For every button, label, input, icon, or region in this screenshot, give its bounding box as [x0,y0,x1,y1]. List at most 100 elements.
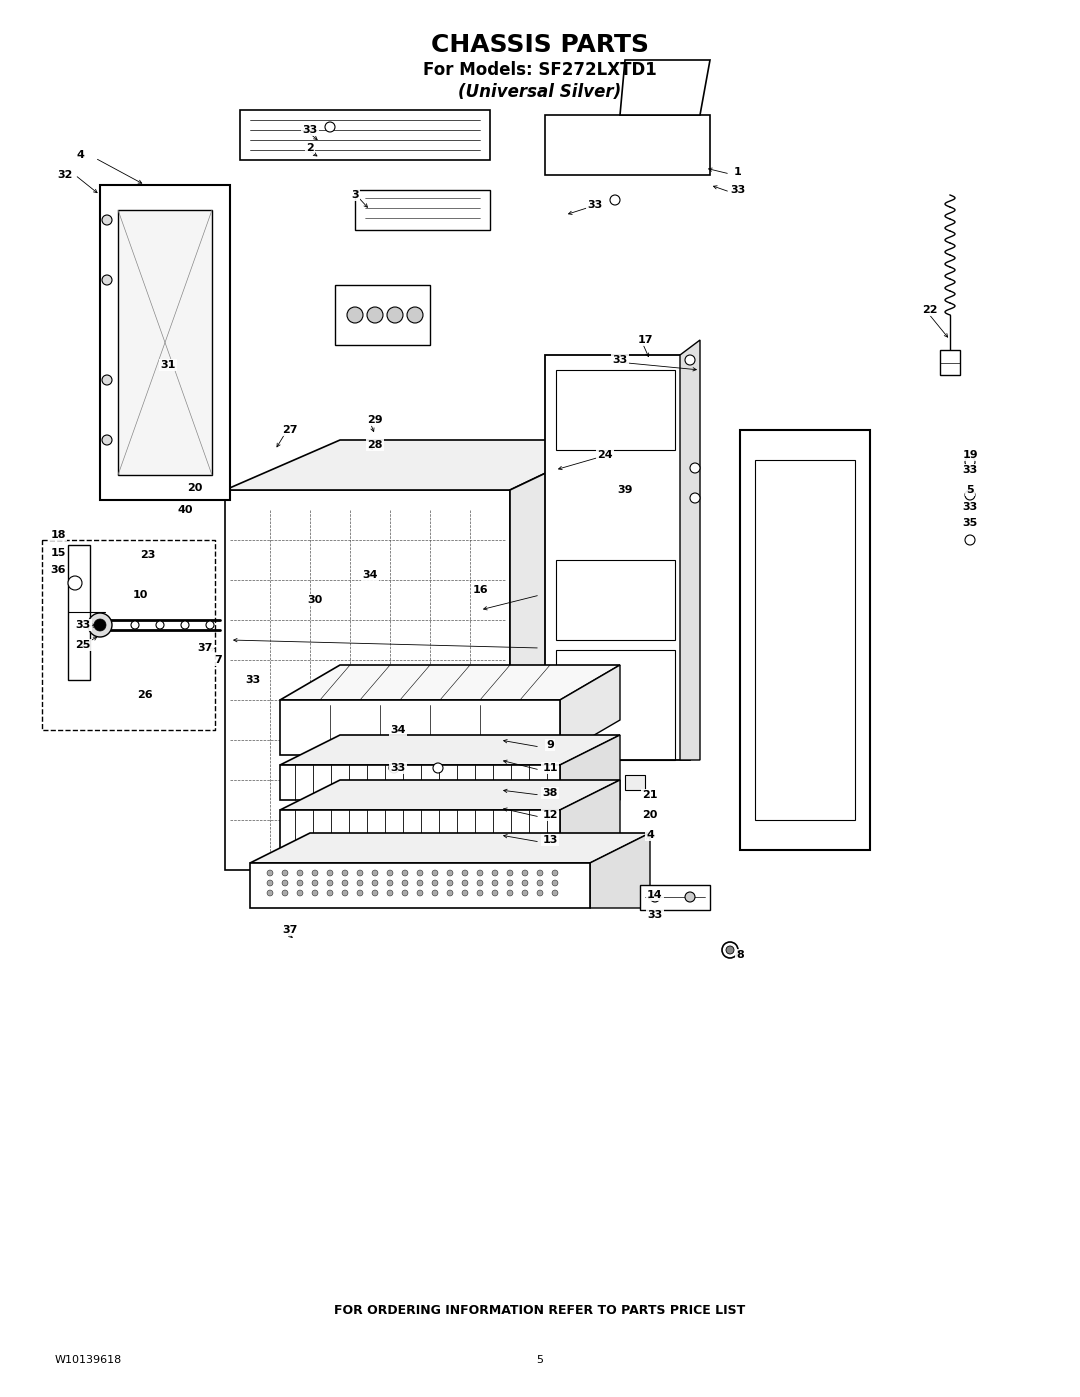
Text: 13: 13 [542,835,557,845]
Text: 28: 28 [367,440,382,450]
Text: 36: 36 [51,564,66,576]
Circle shape [433,763,443,773]
Circle shape [492,870,498,876]
Polygon shape [940,351,960,374]
Circle shape [267,870,273,876]
Circle shape [417,880,423,886]
Text: 20: 20 [643,810,658,820]
Polygon shape [280,700,561,754]
Circle shape [407,307,423,323]
Text: (Universal Silver): (Universal Silver) [458,82,622,101]
Circle shape [492,880,498,886]
Text: 34: 34 [362,570,378,580]
Circle shape [372,870,378,876]
Text: 30: 30 [308,595,323,605]
Circle shape [297,890,303,895]
Text: 34: 34 [390,725,406,735]
Text: 15: 15 [51,548,66,557]
Circle shape [462,870,468,876]
Polygon shape [545,115,710,175]
Polygon shape [561,780,620,848]
Circle shape [282,870,288,876]
Circle shape [387,870,393,876]
Circle shape [492,890,498,895]
Polygon shape [68,545,90,680]
Text: CHASSIS PARTS: CHASSIS PARTS [431,34,649,57]
Polygon shape [249,833,650,863]
Circle shape [297,870,303,876]
Circle shape [477,870,483,876]
Circle shape [312,890,318,895]
Circle shape [312,880,318,886]
Circle shape [131,622,139,629]
Text: 26: 26 [137,690,152,700]
Circle shape [68,576,82,590]
Circle shape [367,307,383,323]
Text: 17: 17 [637,335,652,345]
Text: 29: 29 [367,415,382,425]
Text: 5: 5 [967,485,974,495]
Text: 20: 20 [187,483,203,493]
Circle shape [282,890,288,895]
Circle shape [417,890,423,895]
Text: 39: 39 [618,485,633,495]
Circle shape [342,870,348,876]
Circle shape [685,355,696,365]
Circle shape [387,890,393,895]
Circle shape [389,763,399,773]
Text: 22: 22 [922,305,937,314]
Bar [625,775,645,789]
Polygon shape [100,184,230,500]
Polygon shape [561,735,620,800]
Circle shape [432,890,438,895]
Polygon shape [561,665,620,754]
Text: 33: 33 [962,465,977,475]
Circle shape [650,893,660,902]
Circle shape [357,870,363,876]
Circle shape [537,880,543,886]
Text: 32: 32 [57,170,72,180]
Circle shape [327,890,333,895]
Text: 33: 33 [962,502,977,511]
Circle shape [156,622,164,629]
Circle shape [402,870,408,876]
Polygon shape [335,285,430,345]
Circle shape [357,890,363,895]
Text: 33: 33 [647,909,663,921]
Circle shape [552,880,558,886]
Circle shape [447,880,453,886]
Text: 18: 18 [51,529,66,541]
Circle shape [297,880,303,886]
Polygon shape [118,210,212,475]
Text: 33: 33 [588,200,603,210]
Circle shape [690,462,700,474]
Circle shape [610,196,620,205]
Circle shape [327,880,333,886]
Text: 5: 5 [537,1355,543,1365]
Circle shape [357,880,363,886]
Circle shape [342,880,348,886]
Polygon shape [545,355,690,760]
Text: 23: 23 [140,550,156,560]
Text: 33: 33 [390,763,406,773]
Circle shape [372,890,378,895]
Circle shape [432,870,438,876]
Text: 33: 33 [76,620,91,630]
Polygon shape [249,863,590,908]
Circle shape [402,890,408,895]
Text: 33: 33 [612,355,627,365]
Text: 27: 27 [282,425,298,434]
Text: 24: 24 [597,450,612,460]
Circle shape [552,890,558,895]
Circle shape [206,622,214,629]
Circle shape [507,890,513,895]
Circle shape [267,880,273,886]
Polygon shape [280,810,561,848]
Polygon shape [280,735,620,766]
Circle shape [402,880,408,886]
Circle shape [417,870,423,876]
Polygon shape [240,110,490,161]
Text: 35: 35 [962,518,977,528]
Circle shape [723,942,738,958]
Circle shape [507,880,513,886]
